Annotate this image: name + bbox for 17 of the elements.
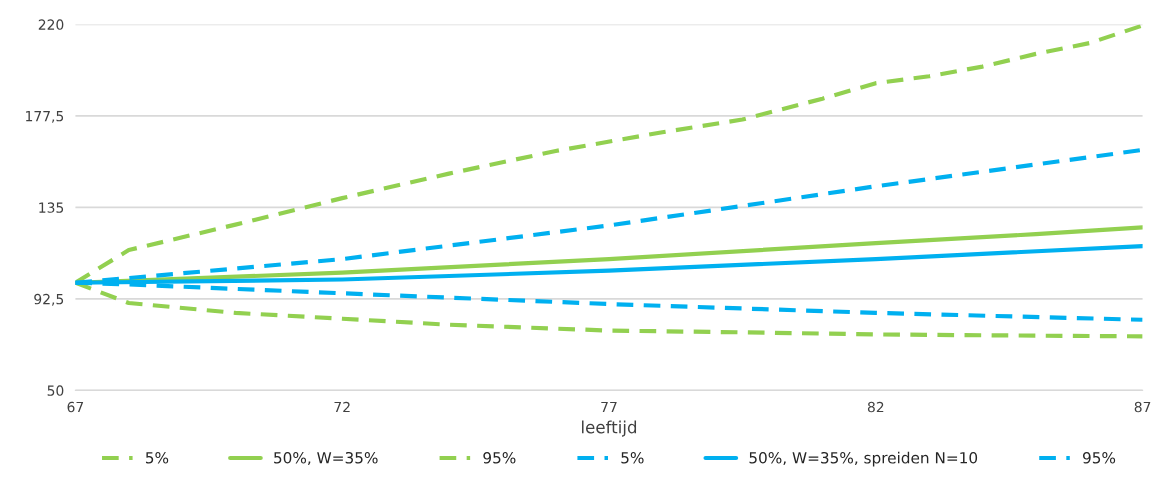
y-tick-label: 92,5 bbox=[34, 293, 64, 306]
legend-label: 5% bbox=[621, 452, 644, 464]
x-tick-label: 77 bbox=[601, 401, 617, 413]
x-tick-label: 82 bbox=[867, 401, 884, 413]
legend-label: 5% bbox=[145, 452, 169, 464]
legend-label: 95% bbox=[1082, 452, 1116, 464]
x-tick-label: 72 bbox=[334, 401, 350, 413]
x-tick-label: 87 bbox=[1134, 401, 1151, 413]
y-tick-label: 177,5 bbox=[26, 111, 64, 123]
y-tick-label: 135 bbox=[39, 202, 64, 213]
x-tick-label: 67 bbox=[67, 401, 84, 413]
y-tick-label: 220 bbox=[38, 19, 64, 30]
legend-label: 50%, W=35% bbox=[274, 452, 378, 466]
x-axis-title: leeftijd bbox=[582, 420, 637, 437]
legend-label: 50%, W=35%, spreiden N=10 bbox=[749, 451, 978, 467]
y-tick-label: 50 bbox=[47, 385, 64, 396]
legend-label: 95% bbox=[483, 452, 516, 464]
